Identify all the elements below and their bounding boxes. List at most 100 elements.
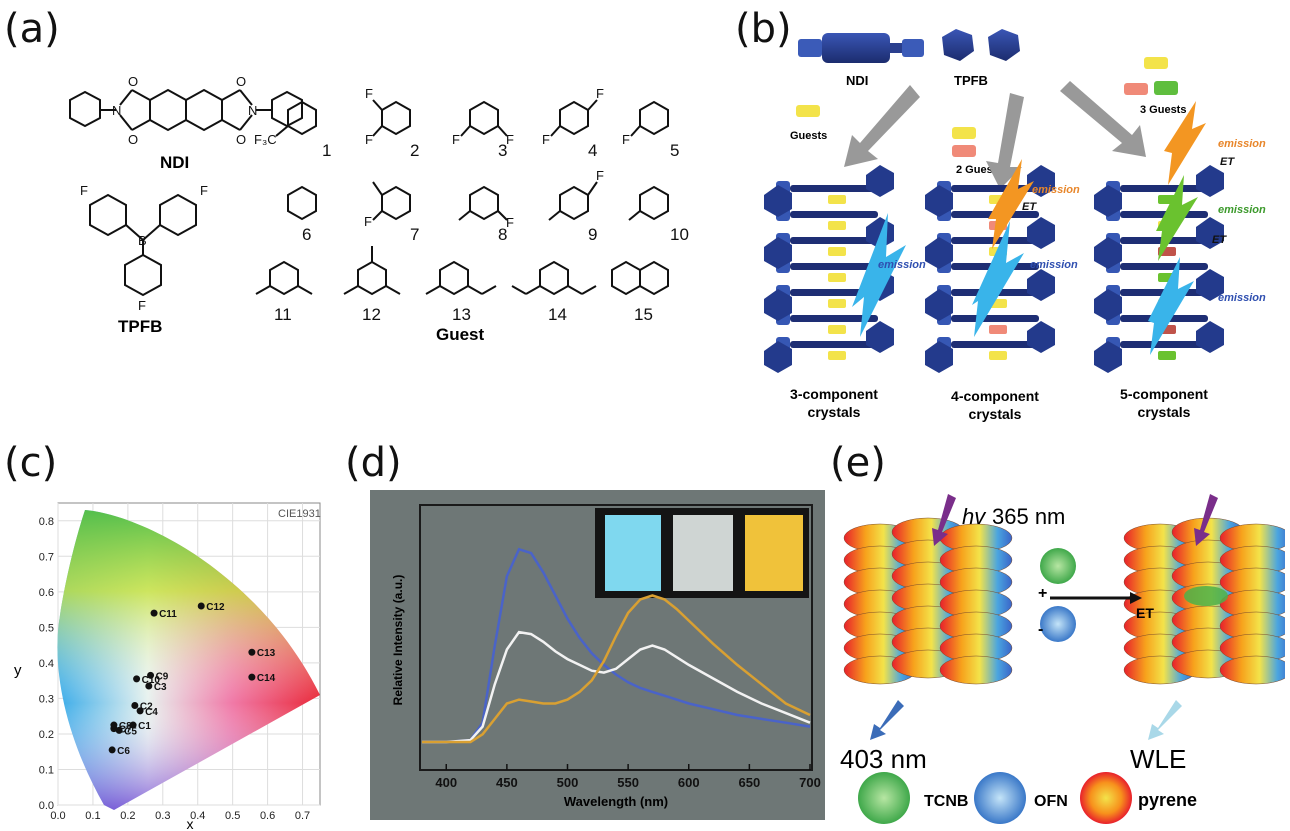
- tpfb-f: F: [80, 183, 88, 198]
- point-label: C8: [119, 721, 132, 732]
- emission-arrow-icon: [1148, 700, 1182, 740]
- panel-a-structures: O O O O N N B F F F F₃C F F F F F F F F …: [69, 74, 689, 344]
- ofn-ball-icon: [1040, 606, 1076, 642]
- tpfb-molecule: [1094, 341, 1122, 373]
- guest7-f: F: [364, 214, 372, 229]
- guest-number: 7: [410, 225, 419, 244]
- ndi-rod: [951, 315, 1039, 322]
- ndi-rod: [951, 341, 1039, 348]
- guest-pill-icon: [796, 105, 820, 117]
- data-point: [131, 702, 139, 710]
- tpfb-structure: [89, 193, 197, 297]
- hv-label: hv: [962, 504, 987, 529]
- crystal5-label: 5-component: [1120, 386, 1208, 402]
- tpfb-molecule: [764, 341, 792, 373]
- guest-pill-icon: [952, 145, 976, 157]
- et-guest-icon: [1184, 586, 1228, 606]
- panel-c-label: (c): [4, 440, 58, 486]
- panel-d-spectra-chart: 400 450 500 550 600 650 700 Wavelength (nm) Re…: [370, 490, 825, 820]
- guest4-f: F: [542, 132, 550, 147]
- spectrum-line-2: [422, 594, 811, 744]
- guest2-f: F: [365, 86, 373, 101]
- x-tick-label: 0.6: [260, 810, 275, 822]
- x-tick-label: 0.4: [190, 810, 205, 822]
- guest-pill-icon: [1124, 83, 1148, 95]
- x-tick-label: 700: [799, 775, 821, 790]
- x-axis-label: Wavelength (nm): [564, 794, 668, 809]
- data-point: [110, 721, 118, 729]
- x-tick-label: 0.2: [120, 810, 135, 822]
- guest9-f: F: [596, 168, 604, 183]
- y-tick-label: 0.5: [39, 622, 54, 634]
- tpfb-molecule: [1196, 165, 1224, 197]
- emission-label: emission: [1218, 204, 1266, 216]
- guest-label: Guest: [436, 325, 485, 344]
- y-tick-label: 0.0: [39, 800, 54, 812]
- excitation-arrow-icon: [932, 494, 956, 546]
- tpfb-molecule: [1094, 289, 1122, 321]
- pyrene-disc: [1219, 655, 1285, 685]
- wle-label: WLE: [1130, 744, 1186, 774]
- ndi-o-top-right: O: [236, 74, 246, 89]
- guest-number: 13: [452, 305, 471, 324]
- x-tick-label: 0.1: [85, 810, 100, 822]
- tpfb-molecule: [925, 289, 953, 321]
- spectrum-line-0: [422, 547, 811, 744]
- tpfb-molecule: [1027, 269, 1055, 301]
- tpfb-f: F: [200, 183, 208, 198]
- pyrene-disc: [939, 655, 1013, 685]
- y-tick-label: 0.8: [39, 516, 54, 528]
- tpfb-molecule: [1094, 237, 1122, 269]
- guest4-f: F: [596, 86, 604, 101]
- guest-molecule: [828, 247, 846, 256]
- ndi-rod: [1120, 263, 1208, 270]
- tpfb-boron: B: [138, 233, 147, 248]
- panel-b-label: (b): [735, 6, 792, 52]
- data-point: [150, 609, 158, 617]
- y-tick-label: 0.2: [39, 729, 54, 741]
- et-label: ET: [1212, 234, 1227, 246]
- point-label: C9: [156, 671, 169, 682]
- tpfb-molecule: [866, 165, 894, 197]
- point-label: C4: [145, 707, 158, 718]
- guest-number: 14: [548, 305, 567, 324]
- reaction-arrow-head: [1130, 592, 1142, 604]
- et-label: ET: [1136, 605, 1154, 621]
- ndi-o-bottom-right: O: [236, 132, 246, 147]
- point-label: C3: [154, 682, 167, 693]
- guest-number: 5: [670, 141, 679, 160]
- y-tick-label: 0.1: [39, 764, 54, 776]
- data-point: [136, 707, 144, 715]
- tpfb-molecule: [1027, 165, 1055, 197]
- data-point: [248, 648, 256, 656]
- x-tick-label: 0.5: [225, 810, 240, 822]
- data-point: [248, 673, 256, 681]
- tpfb-molecule: [764, 289, 792, 321]
- guest-number: 12: [362, 305, 381, 324]
- tpfb-molecule: [1027, 321, 1055, 353]
- ndi-rod: [790, 211, 878, 218]
- point-label: C13: [257, 648, 276, 659]
- ndi-rod: [790, 289, 878, 296]
- pyrene-label: pyrene: [1138, 790, 1197, 810]
- guest-pill-icon: [1144, 57, 1168, 69]
- point-label: C12: [206, 602, 225, 613]
- guest-molecule: [828, 299, 846, 308]
- guest-number: 8: [498, 225, 507, 244]
- ndi-label: NDI: [160, 153, 189, 172]
- ndi-rod: [1120, 341, 1208, 348]
- point-label: C11: [159, 609, 177, 620]
- emission-label: emission: [878, 259, 926, 271]
- x-tick-label: 650: [739, 775, 761, 790]
- y-axis-label: y: [14, 662, 22, 679]
- tpfb-molecule: [866, 321, 894, 353]
- ndi-molecule-icon: [798, 33, 924, 63]
- panel-e-diagram: hv 365 nm + - ET 403 nm WLE TCNB OFN pyr…: [840, 494, 1285, 824]
- data-point: [145, 682, 153, 690]
- x-tick-label: 450: [496, 775, 518, 790]
- guest-pill-icon: [952, 127, 976, 139]
- ndi-rod: [790, 315, 878, 322]
- pyrene-molecule-icon: [1080, 772, 1132, 824]
- guest-number: 9: [588, 225, 597, 244]
- tcnb-label: TCNB: [924, 793, 968, 810]
